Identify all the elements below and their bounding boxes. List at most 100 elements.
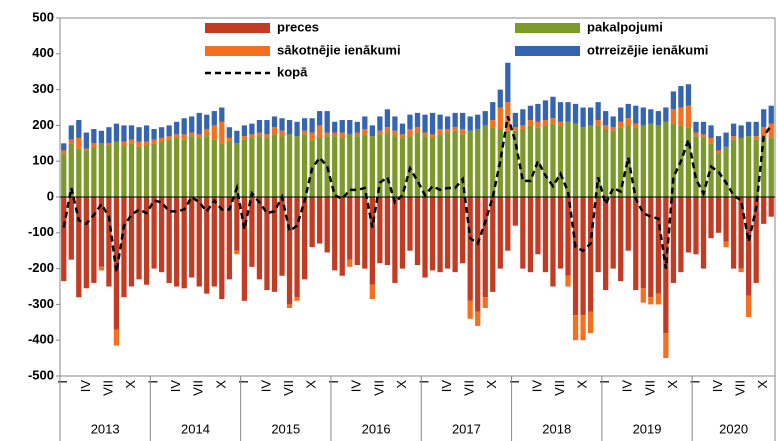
bar-segment	[497, 89, 503, 108]
bar-segment	[241, 125, 248, 137]
bar-segment	[542, 197, 549, 273]
bar-segment	[286, 304, 293, 308]
bar-segment	[708, 143, 714, 197]
bar-segment	[693, 197, 699, 255]
bar-segment	[550, 118, 556, 124]
bar-segment	[460, 128, 466, 135]
bar-segment	[565, 275, 571, 287]
bar-segment	[640, 288, 646, 303]
bar-segment	[91, 143, 97, 147]
x-tick-label: VII	[733, 380, 748, 396]
bar-segment	[595, 120, 601, 126]
bar-segment	[332, 136, 338, 197]
bar-segment	[106, 197, 112, 287]
bar-segment	[753, 136, 759, 140]
bar-segment	[241, 197, 248, 301]
bar-segment	[324, 197, 330, 253]
bar-segment	[249, 137, 255, 197]
bar-segment	[136, 197, 142, 280]
bar-segment	[347, 134, 353, 197]
bar-segment	[83, 197, 89, 289]
bar-segment	[444, 116, 451, 129]
bar-segment	[700, 137, 707, 197]
bar-segment	[399, 197, 406, 269]
bar-segment	[317, 125, 323, 138]
bar-segment	[625, 197, 631, 251]
bar-segment	[761, 127, 767, 138]
bar-segment	[83, 132, 89, 149]
y-tick-label: 200	[32, 117, 54, 132]
bar-segment	[497, 107, 503, 129]
x-tick-label: IV	[529, 380, 544, 393]
bar-segment	[219, 197, 225, 300]
bar-segment	[174, 137, 180, 197]
bar-segment	[332, 197, 338, 271]
legend-swatch	[205, 46, 270, 56]
bar-segment	[527, 120, 534, 126]
bar-segment	[557, 102, 564, 122]
bar-segment	[648, 297, 654, 305]
bar-segment	[128, 125, 135, 140]
bar-segment	[535, 197, 541, 255]
y-tick-label: 300	[32, 81, 54, 96]
bar-segment	[700, 197, 707, 269]
year-label: 2016	[362, 421, 391, 436]
bar-segment	[482, 197, 488, 298]
bar-segment	[580, 127, 586, 197]
bar-segment	[452, 197, 458, 273]
y-tick-label: -200	[28, 260, 54, 275]
bar-segment	[723, 146, 729, 197]
bar-segment	[761, 197, 767, 224]
bar-segment	[362, 128, 368, 135]
bar-segment	[181, 197, 187, 289]
bar-segment	[234, 143, 240, 197]
bar-segment	[746, 121, 752, 137]
y-tick-label: 500	[32, 9, 54, 24]
bar-segment	[121, 141, 127, 146]
bar-segment	[467, 300, 473, 319]
bar-segment	[520, 128, 526, 197]
y-tick-label: -100	[28, 224, 54, 239]
bar-segment	[407, 197, 413, 251]
bar-segment	[211, 125, 217, 140]
bar-segment	[317, 197, 323, 244]
bar-segment	[181, 118, 187, 135]
bar-segment	[422, 197, 428, 278]
bar-segment	[196, 112, 202, 135]
bar-segment	[324, 111, 330, 133]
bar-segment	[339, 137, 345, 197]
bar-segment	[189, 197, 195, 278]
bar-segment	[603, 125, 609, 129]
bar-segment	[309, 118, 315, 133]
x-tick-label: VII	[642, 380, 657, 396]
bar-segment	[475, 197, 481, 312]
bar-segment	[460, 134, 466, 197]
bar-segment	[113, 329, 120, 346]
bar-segment	[535, 121, 541, 128]
bar-segment	[377, 197, 383, 264]
x-tick-label: X	[484, 380, 499, 389]
bar-segment	[618, 197, 624, 282]
bar-segment	[587, 125, 594, 197]
bar-segment	[670, 109, 677, 124]
bar-segment	[234, 197, 240, 251]
bar-segment	[670, 123, 677, 197]
bar-segment	[490, 127, 496, 197]
bar-segment	[550, 96, 556, 119]
bar-segment	[301, 118, 308, 131]
bar-segment	[429, 137, 436, 197]
bar-segment	[136, 141, 142, 147]
x-tick-label: X	[394, 380, 409, 389]
bar-segment	[452, 112, 458, 128]
bar-segment	[618, 127, 624, 197]
bar-segment	[128, 197, 135, 287]
bar-segment	[587, 107, 594, 126]
bar-segment	[181, 134, 187, 140]
bar-segment	[655, 293, 661, 305]
bar-segment	[264, 120, 270, 135]
bar-segment	[414, 112, 421, 128]
bar-segment	[580, 197, 586, 316]
bar-segment	[76, 148, 82, 197]
x-tick-label: VII	[552, 380, 567, 396]
